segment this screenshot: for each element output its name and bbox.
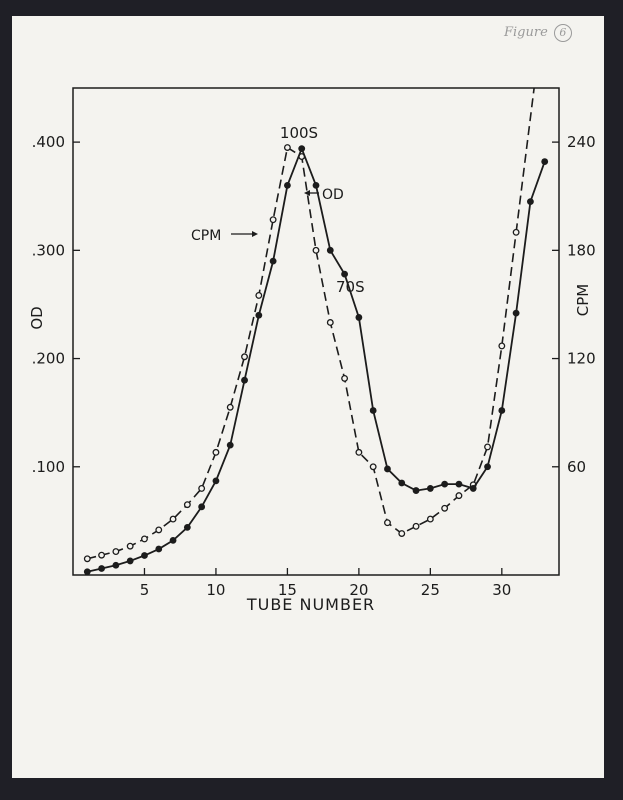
- cpm-point: [183, 501, 191, 509]
- od-point: [226, 441, 234, 449]
- od-point: [398, 479, 406, 487]
- od-point: [455, 480, 463, 488]
- od-point: [198, 503, 206, 511]
- x-tick-label: 15: [278, 581, 297, 599]
- od-point: [169, 536, 177, 544]
- od-point: [83, 568, 91, 576]
- series-od: [83, 145, 549, 576]
- od-point: [126, 557, 134, 565]
- od-line: [87, 146, 546, 573]
- od-point: [312, 182, 320, 189]
- y2-tick-label: 180: [567, 241, 596, 259]
- cpm-line: [87, 146, 517, 560]
- od-point: [212, 477, 220, 485]
- y2-tick-label: 60: [567, 458, 586, 476]
- x-axis-title: TUBE NUMBER: [246, 595, 375, 614]
- cpm-point: [484, 443, 491, 451]
- cpm-point: [212, 448, 220, 456]
- od-point: [341, 270, 348, 278]
- cpm-point: [341, 374, 349, 382]
- od-point: [369, 407, 377, 414]
- figure-number: 6: [559, 26, 567, 39]
- figure-number-circle: 6: [553, 24, 572, 42]
- od-point: [426, 485, 434, 492]
- cpm-point: [241, 353, 248, 361]
- od-point: [284, 182, 291, 189]
- y-tick-label: .100: [32, 458, 65, 476]
- y-tick-label: .400: [32, 133, 65, 151]
- od-point: [141, 552, 148, 559]
- cpm-point: [255, 291, 263, 299]
- label-od: OD: [322, 187, 344, 203]
- cpm-point: [126, 542, 134, 550]
- axis-ticks: 5 10 15 20 25 30 .100 .200 .300 .400 60 120 180 240: [32, 133, 596, 599]
- cpm-point: [412, 522, 420, 530]
- cpm-point: [283, 144, 291, 151]
- od-point: [112, 561, 120, 569]
- od-point: [541, 158, 549, 165]
- od-point: [298, 145, 306, 153]
- y2-axis-title: CPM: [574, 284, 592, 316]
- figure-label: Figure: [504, 25, 548, 40]
- cpm-point: [498, 342, 506, 350]
- od-point: [269, 257, 277, 265]
- od-point: [441, 480, 449, 488]
- paper-sheet: [12, 16, 604, 778]
- od-point: [183, 523, 191, 531]
- od-point: [98, 565, 105, 572]
- od-point: [241, 376, 248, 384]
- y2-tick-label: 120: [567, 350, 596, 368]
- od-point: [469, 485, 477, 492]
- cpm-point: [155, 526, 163, 534]
- cpm-label-arrow: [231, 231, 258, 237]
- x-tick-label: 30: [492, 581, 511, 599]
- od-label-arrow: [304, 190, 319, 196]
- annotation-100s: 100S: [280, 124, 318, 142]
- y-axis-title: OD: [28, 306, 46, 329]
- cpm-point: [369, 463, 377, 471]
- cpm-point: [141, 535, 148, 543]
- cpm-point: [326, 319, 334, 326]
- cpm-point: [355, 448, 363, 456]
- x-tick-label: 5: [140, 581, 150, 599]
- cpm-point: [83, 555, 91, 563]
- od-point: [355, 314, 363, 321]
- cpm-point: [512, 228, 520, 236]
- od-point: [484, 463, 491, 471]
- od-point: [512, 309, 520, 317]
- cpm-point: [226, 403, 234, 411]
- figure-note: Figure 6: [504, 24, 572, 42]
- x-tick-label: 25: [421, 581, 440, 599]
- y-tick-label: .200: [32, 350, 65, 368]
- od-point: [255, 311, 263, 319]
- od-point: [326, 246, 334, 254]
- cpm-point: [384, 519, 391, 527]
- cpm-point: [198, 484, 206, 492]
- od-point: [384, 465, 391, 473]
- cpm-point: [98, 551, 106, 559]
- x-tick-label: 10: [206, 581, 225, 599]
- x-tick-label: 20: [349, 581, 368, 599]
- series-cpm: [83, 87, 535, 563]
- y2-tick-label: 240: [567, 133, 596, 151]
- annotation-70s: 70S: [336, 278, 365, 296]
- label-cpm: CPM: [191, 228, 221, 244]
- cpm-point: [441, 504, 449, 512]
- cpm-point: [455, 492, 463, 500]
- od-point: [412, 487, 420, 494]
- cpm-point: [269, 216, 277, 224]
- cpm-point: [112, 548, 120, 556]
- cpm-line-extension: [515, 87, 535, 233]
- od-point: [498, 407, 506, 414]
- y-tick-label: .300: [32, 241, 65, 259]
- plot-frame: [72, 87, 560, 576]
- cpm-point: [426, 515, 434, 523]
- cpm-point: [398, 530, 406, 537]
- od-point: [527, 198, 534, 206]
- cpm-point: [312, 246, 320, 254]
- od-point: [155, 545, 163, 553]
- cpm-point: [169, 515, 177, 523]
